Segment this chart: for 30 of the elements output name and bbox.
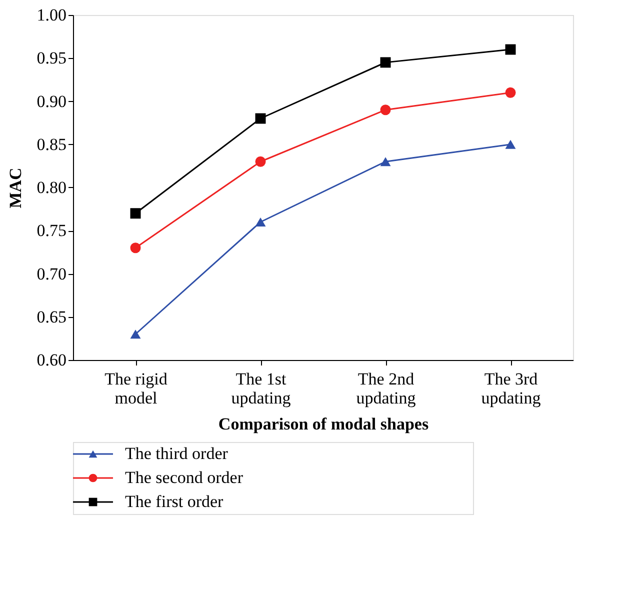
y-tick-label: 0.95 (36, 48, 66, 68)
y-tick-label: 1.00 (36, 6, 66, 24)
x-tick-label: The 3rd updating (481, 370, 542, 408)
x-tick-label: The rigid model (104, 370, 168, 408)
y-tick-label: 0.85 (36, 134, 66, 154)
y-tick-label: 0.65 (36, 307, 66, 326)
point (255, 217, 266, 227)
x-tick-label: The 2nd updating (356, 370, 416, 408)
legend-label: The first order (125, 492, 224, 511)
point (130, 208, 141, 219)
point (380, 57, 391, 68)
point (505, 44, 516, 55)
y-tick-label: 0.75 (36, 221, 66, 240)
y-axis-title: MAC (6, 168, 25, 208)
legend-label: The second order (125, 468, 244, 487)
point (505, 140, 516, 149)
point (130, 242, 141, 254)
y-tick-label: 0.70 (36, 264, 66, 284)
y-tick-label: 0.90 (36, 92, 66, 111)
x-axis-title: Comparison of modal shapes (218, 414, 429, 434)
point (255, 113, 266, 124)
point (380, 157, 391, 166)
point (380, 104, 391, 116)
point (130, 330, 141, 339)
legend-label: The third order (125, 444, 228, 463)
y-tick-label: 0.80 (36, 178, 66, 197)
y-tick-label: 0.60 (36, 350, 66, 370)
point (255, 156, 266, 167)
point (505, 87, 516, 98)
x-tick-label: The 1st updating (231, 370, 292, 408)
